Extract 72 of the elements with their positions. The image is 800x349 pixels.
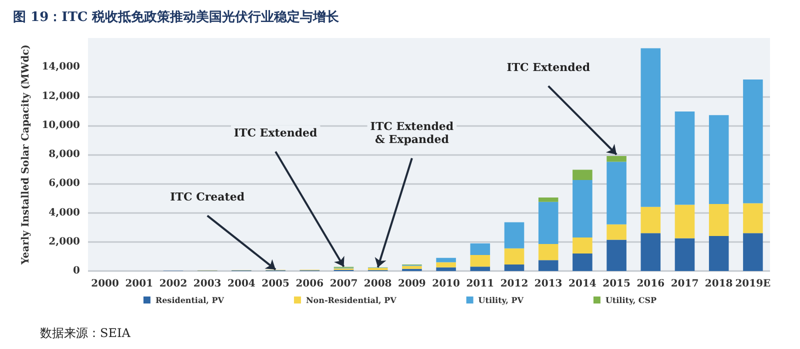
x-tick-label: 2019E <box>735 278 772 290</box>
x-tick-label: 2006 <box>296 278 324 290</box>
bar <box>640 206 661 234</box>
bar <box>402 266 422 269</box>
bar <box>470 243 490 255</box>
annotation: ITC Extended & Expanded <box>370 120 454 146</box>
x-tick-label: 2015 <box>602 278 630 290</box>
bar <box>470 254 490 267</box>
bar <box>504 248 524 264</box>
bar <box>708 204 729 236</box>
legend-label: Utility, CSP <box>605 295 657 305</box>
x-tick-label: 2016 <box>636 278 665 290</box>
x-tick-label: 2003 <box>193 278 222 290</box>
x-tick-label: 2002 <box>159 278 188 290</box>
bar <box>674 238 695 271</box>
y-tick-label: 12,000 <box>42 90 80 102</box>
bar <box>572 170 592 180</box>
x-tick-label: 2012 <box>500 278 528 290</box>
bar <box>606 240 626 271</box>
x-tick-label: 2014 <box>568 278 596 290</box>
bar <box>504 264 524 271</box>
x-tick-label: 2007 <box>330 278 358 290</box>
x-tick-label: 2000 <box>91 278 119 290</box>
bar <box>640 233 661 271</box>
y-tick-label: 0 <box>73 266 80 276</box>
bar <box>470 266 490 271</box>
bar <box>606 162 626 224</box>
annotation: ITC Extended <box>234 126 318 140</box>
bar <box>606 224 626 240</box>
chart-title: 图 19：ITC 税收抵免政策推动美国光伏行业稳定与增长 <box>13 9 340 25</box>
bar <box>572 254 592 271</box>
x-tick-label: 2009 <box>398 278 426 290</box>
x-tick-label: 2017 <box>670 278 699 290</box>
x-tick-label: 2013 <box>534 278 562 290</box>
bar <box>504 222 524 248</box>
y-tick-label: 14,000 <box>42 62 80 73</box>
x-tick-label: 2004 <box>228 278 256 290</box>
bar <box>743 203 763 234</box>
y-tick-label: 8,000 <box>48 149 80 160</box>
y-tick-label: 4,000 <box>48 207 80 218</box>
legend-label: Residential, PV <box>155 295 225 305</box>
y-tick-label: 6,000 <box>48 178 80 190</box>
bar <box>572 238 592 254</box>
legend-label: Utility, PV <box>478 295 524 305</box>
annotation: ITC Created <box>170 190 245 204</box>
bar <box>538 197 558 202</box>
source-note: 数据来源：SEIA <box>40 326 131 340</box>
bar <box>436 267 456 271</box>
bar <box>436 262 456 268</box>
bar <box>640 48 661 207</box>
x-tick-label: 2001 <box>125 278 154 290</box>
y-tick-label: 2,000 <box>48 236 80 248</box>
bar <box>708 115 729 204</box>
x-tick-label: 2011 <box>466 278 494 290</box>
bar <box>743 233 763 271</box>
bar <box>743 80 763 204</box>
y-axis-title: Yearly Installed Solar Capacity (MWdc) <box>20 44 32 266</box>
legend-label: Non-Residential, PV <box>306 295 398 305</box>
x-tick-label: 2018 <box>704 278 733 290</box>
bar <box>572 180 592 238</box>
bar <box>538 260 558 271</box>
bar <box>538 244 558 260</box>
x-tick-label: 2005 <box>262 278 290 290</box>
bar <box>436 258 456 262</box>
bar <box>674 204 695 238</box>
x-tick-label: 2010 <box>432 278 460 290</box>
bar <box>674 112 695 205</box>
bar <box>708 236 729 271</box>
x-tick-label: 2008 <box>364 278 392 290</box>
bar <box>538 202 558 244</box>
y-tick-label: 10,000 <box>42 120 80 131</box>
annotation: ITC Extended <box>506 60 590 74</box>
